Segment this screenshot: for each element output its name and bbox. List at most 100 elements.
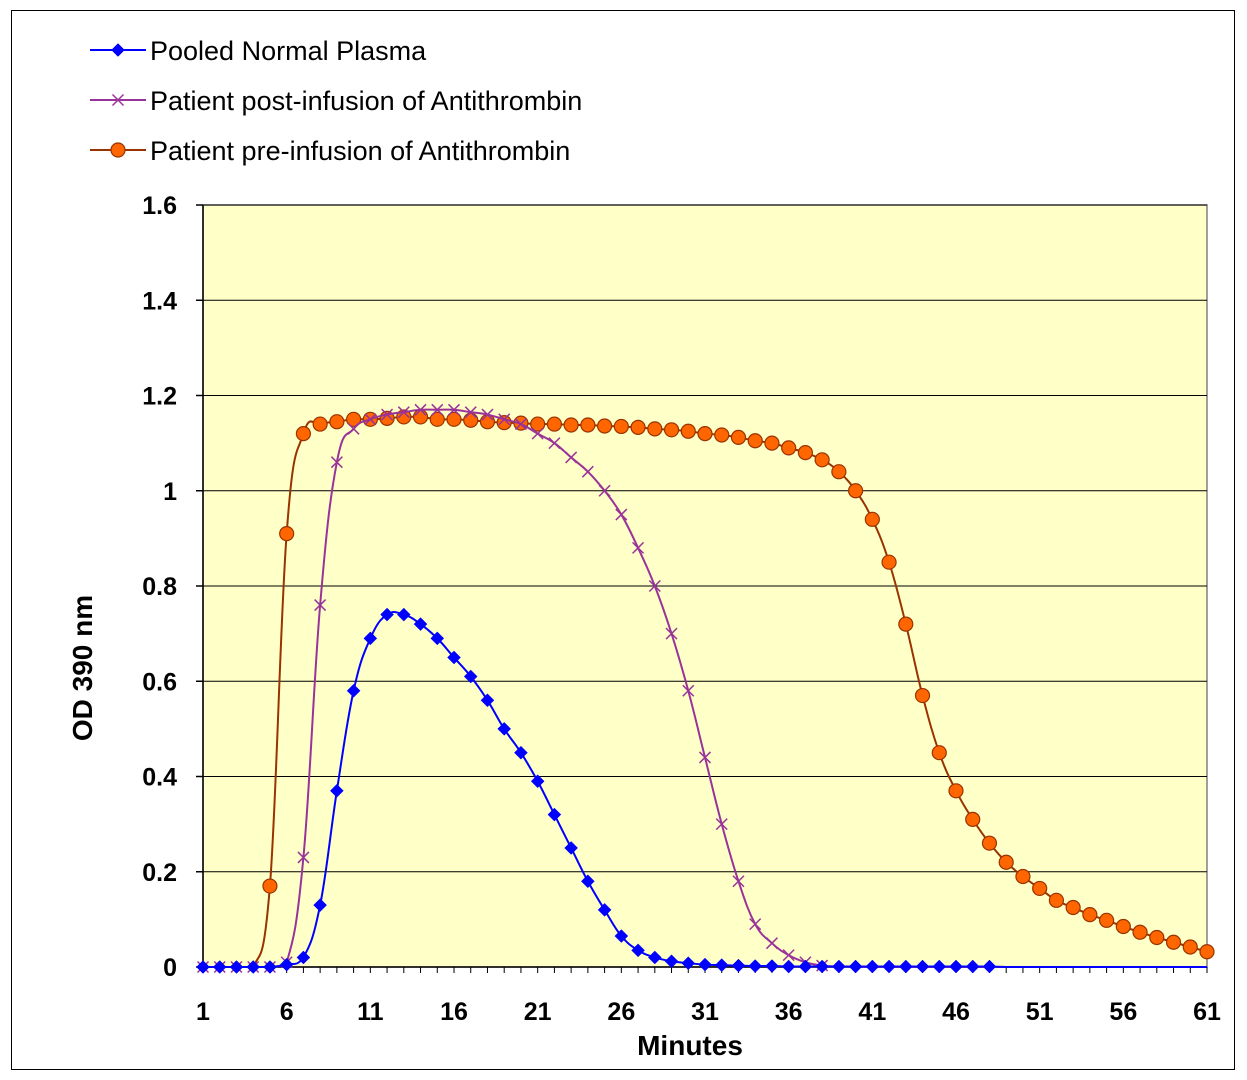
data-point	[698, 957, 712, 972]
legend-label-0: Pooled Normal Plasma	[150, 36, 427, 66]
gridlines	[203, 204, 1207, 873]
data-point	[797, 445, 814, 461]
data-point	[447, 403, 461, 416]
data-point	[565, 451, 578, 464]
data-point	[279, 957, 294, 972]
data-point	[581, 465, 594, 478]
legend-marker	[111, 43, 125, 57]
data-point	[111, 43, 125, 57]
data-point	[998, 854, 1014, 870]
data-point	[748, 959, 763, 973]
data-point	[1032, 880, 1048, 897]
data-point	[480, 693, 495, 708]
data-point	[598, 484, 611, 497]
data-point	[898, 959, 913, 974]
data-point	[765, 937, 778, 950]
data-point	[865, 959, 880, 974]
data-point	[1199, 944, 1215, 960]
data-point	[563, 417, 579, 433]
data-point	[965, 959, 980, 974]
data-point	[229, 960, 244, 974]
x-tick-label: 51	[1026, 998, 1054, 1026]
data-point	[782, 949, 795, 962]
data-point	[1132, 924, 1148, 940]
data-point	[514, 745, 528, 760]
data-point	[397, 406, 410, 419]
data-point	[263, 960, 277, 974]
data-point	[430, 631, 445, 646]
data-point	[431, 403, 444, 416]
x-tick-label: 21	[524, 998, 552, 1026]
data-point	[847, 483, 864, 499]
data-point	[531, 427, 544, 440]
data-point	[615, 508, 628, 521]
x-tick-label: 56	[1109, 998, 1137, 1026]
data-point	[664, 954, 679, 969]
y-tick-label: 1.2	[142, 383, 177, 411]
data-point	[632, 541, 645, 554]
data-point	[765, 959, 779, 973]
data-point	[597, 902, 612, 917]
data-point	[613, 418, 629, 435]
data-point	[329, 414, 345, 430]
data-point	[530, 774, 545, 789]
data-point	[832, 959, 846, 974]
data-point	[314, 599, 327, 612]
data-point	[798, 959, 813, 974]
legend-entry-2: Patient pre-infusion of Antithrombin	[90, 136, 570, 166]
x-tick-label: 1	[196, 998, 210, 1026]
data-point	[1149, 929, 1165, 946]
y-tick-label: 0.2	[142, 859, 177, 887]
data-point	[481, 408, 494, 421]
legend-entry-0: Pooled Normal Plasma	[90, 36, 427, 66]
data-point	[747, 433, 763, 449]
data-point	[647, 950, 662, 965]
legend-label-1: Patient post-infusion of Antithrombin	[150, 86, 582, 116]
data-point	[313, 898, 327, 912]
x-tick-label: 36	[775, 998, 803, 1026]
legend-marker	[111, 93, 125, 107]
data-point	[965, 811, 981, 827]
data-point	[296, 950, 311, 965]
data-point	[381, 408, 394, 421]
data-point	[1048, 892, 1065, 908]
data-point	[898, 616, 914, 632]
legend-label-2: Patient pre-infusion of Antithrombin	[150, 136, 570, 166]
data-point	[698, 751, 712, 764]
legend-marker	[110, 142, 126, 158]
data-point	[732, 875, 745, 888]
data-point	[498, 413, 511, 426]
data-point	[949, 959, 963, 974]
data-point	[648, 579, 661, 593]
data-point	[262, 878, 278, 894]
data-point	[731, 958, 746, 973]
data-point	[548, 437, 561, 450]
data-point	[414, 403, 427, 416]
data-point	[429, 411, 445, 427]
data-point	[295, 426, 311, 442]
data-point	[614, 929, 629, 943]
data-point	[447, 650, 461, 665]
data-point	[714, 427, 730, 443]
data-point	[864, 511, 880, 527]
data-point	[547, 807, 562, 822]
x-tick-label: 6	[280, 998, 294, 1026]
data-point	[596, 418, 613, 434]
data-point	[212, 960, 227, 974]
y-tick-label: 1.6	[142, 192, 177, 220]
data-point	[630, 419, 646, 436]
data-point	[715, 818, 728, 831]
data-point	[848, 959, 863, 974]
y-axis-ticks: 0 0.2 0.4 0.6 0.8 1 1.2 1.4 1.6	[142, 192, 203, 982]
y-tick-label: 0.6	[142, 668, 177, 696]
data-point	[1082, 907, 1098, 923]
legend-entry-1: Patient post-infusion of Antithrombin	[90, 86, 582, 116]
data-point	[781, 440, 797, 456]
data-point	[546, 416, 563, 432]
data-point	[446, 411, 462, 427]
data-point	[111, 93, 125, 107]
data-point	[312, 416, 328, 432]
x-tick-label: 46	[942, 998, 970, 1026]
data-point	[948, 783, 964, 799]
data-point	[364, 413, 377, 426]
